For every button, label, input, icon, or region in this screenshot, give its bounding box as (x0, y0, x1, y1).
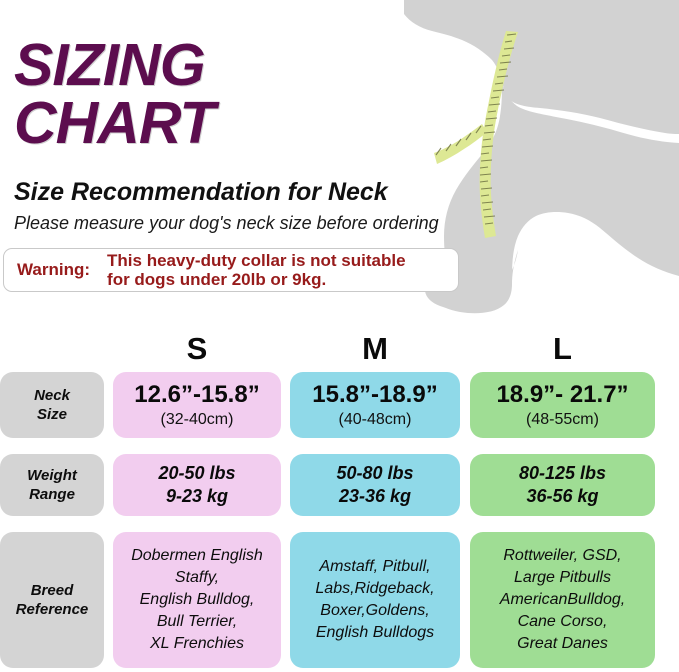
page-title: SIZING CHART (14, 32, 344, 156)
cell-breed-reference-s: Dobermen English Staffy, English Bulldog… (113, 532, 281, 668)
title-line-sizing: SIZING (14, 32, 206, 98)
cell-weight-range-l: 80-125 lbs 36-56 kg (470, 454, 655, 516)
cell-breed-reference-m: Amstaff, Pitbull, Labs,Ridgeback, Boxer,… (290, 532, 460, 668)
row-label-weight-range: Weight Range (0, 454, 104, 516)
row-label-neck-size: Neck Size (0, 372, 104, 438)
size-header-s: S (186, 331, 208, 366)
row-label-breed-reference: Breed Reference (0, 532, 104, 668)
subtitle: Size Recommendation for Neck (14, 178, 388, 206)
size-header-m: M (362, 331, 388, 366)
table-row-neck-size: Neck Size 12.6”-15.8” (32-40cm) 15.8”-18… (0, 370, 679, 446)
cell-neck-size-m: 15.8”-18.9” (40-48cm) (290, 372, 460, 438)
cell-weight-range-m: 50-80 lbs 23-36 kg (290, 454, 460, 516)
cell-weight-range-s: 20-50 lbs 9-23 kg (113, 454, 281, 516)
warning-message: This heavy-duty collar is not suitable f… (107, 251, 406, 289)
size-header-l: L (553, 331, 572, 366)
table-row-weight-range: Weight Range 20-50 lbs 9-23 kg 50-80 lbs… (0, 446, 679, 530)
cell-breed-reference-l: Rottweiler, GSD, Large Pitbulls American… (470, 532, 655, 668)
size-table: S M L Neck Size 12.6”-15.8” (32-40cm) 15… (0, 330, 679, 672)
cell-neck-size-l: 18.9”- 21.7” (48-55cm) (470, 372, 655, 438)
table-row-breed-reference: Breed Reference Dobermen English Staffy,… (0, 530, 679, 672)
warning-box: Warning: This heavy-duty collar is not s… (3, 248, 459, 292)
warning-label: Warning: (17, 260, 91, 279)
instruction-text: Please measure your dog's neck size befo… (14, 213, 439, 233)
cell-neck-size-s: 12.6”-15.8” (32-40cm) (113, 372, 281, 438)
measuring-tape-around-neck (434, 31, 518, 238)
title-line-chart: CHART (14, 90, 215, 156)
size-header-row: S M L (0, 330, 679, 370)
